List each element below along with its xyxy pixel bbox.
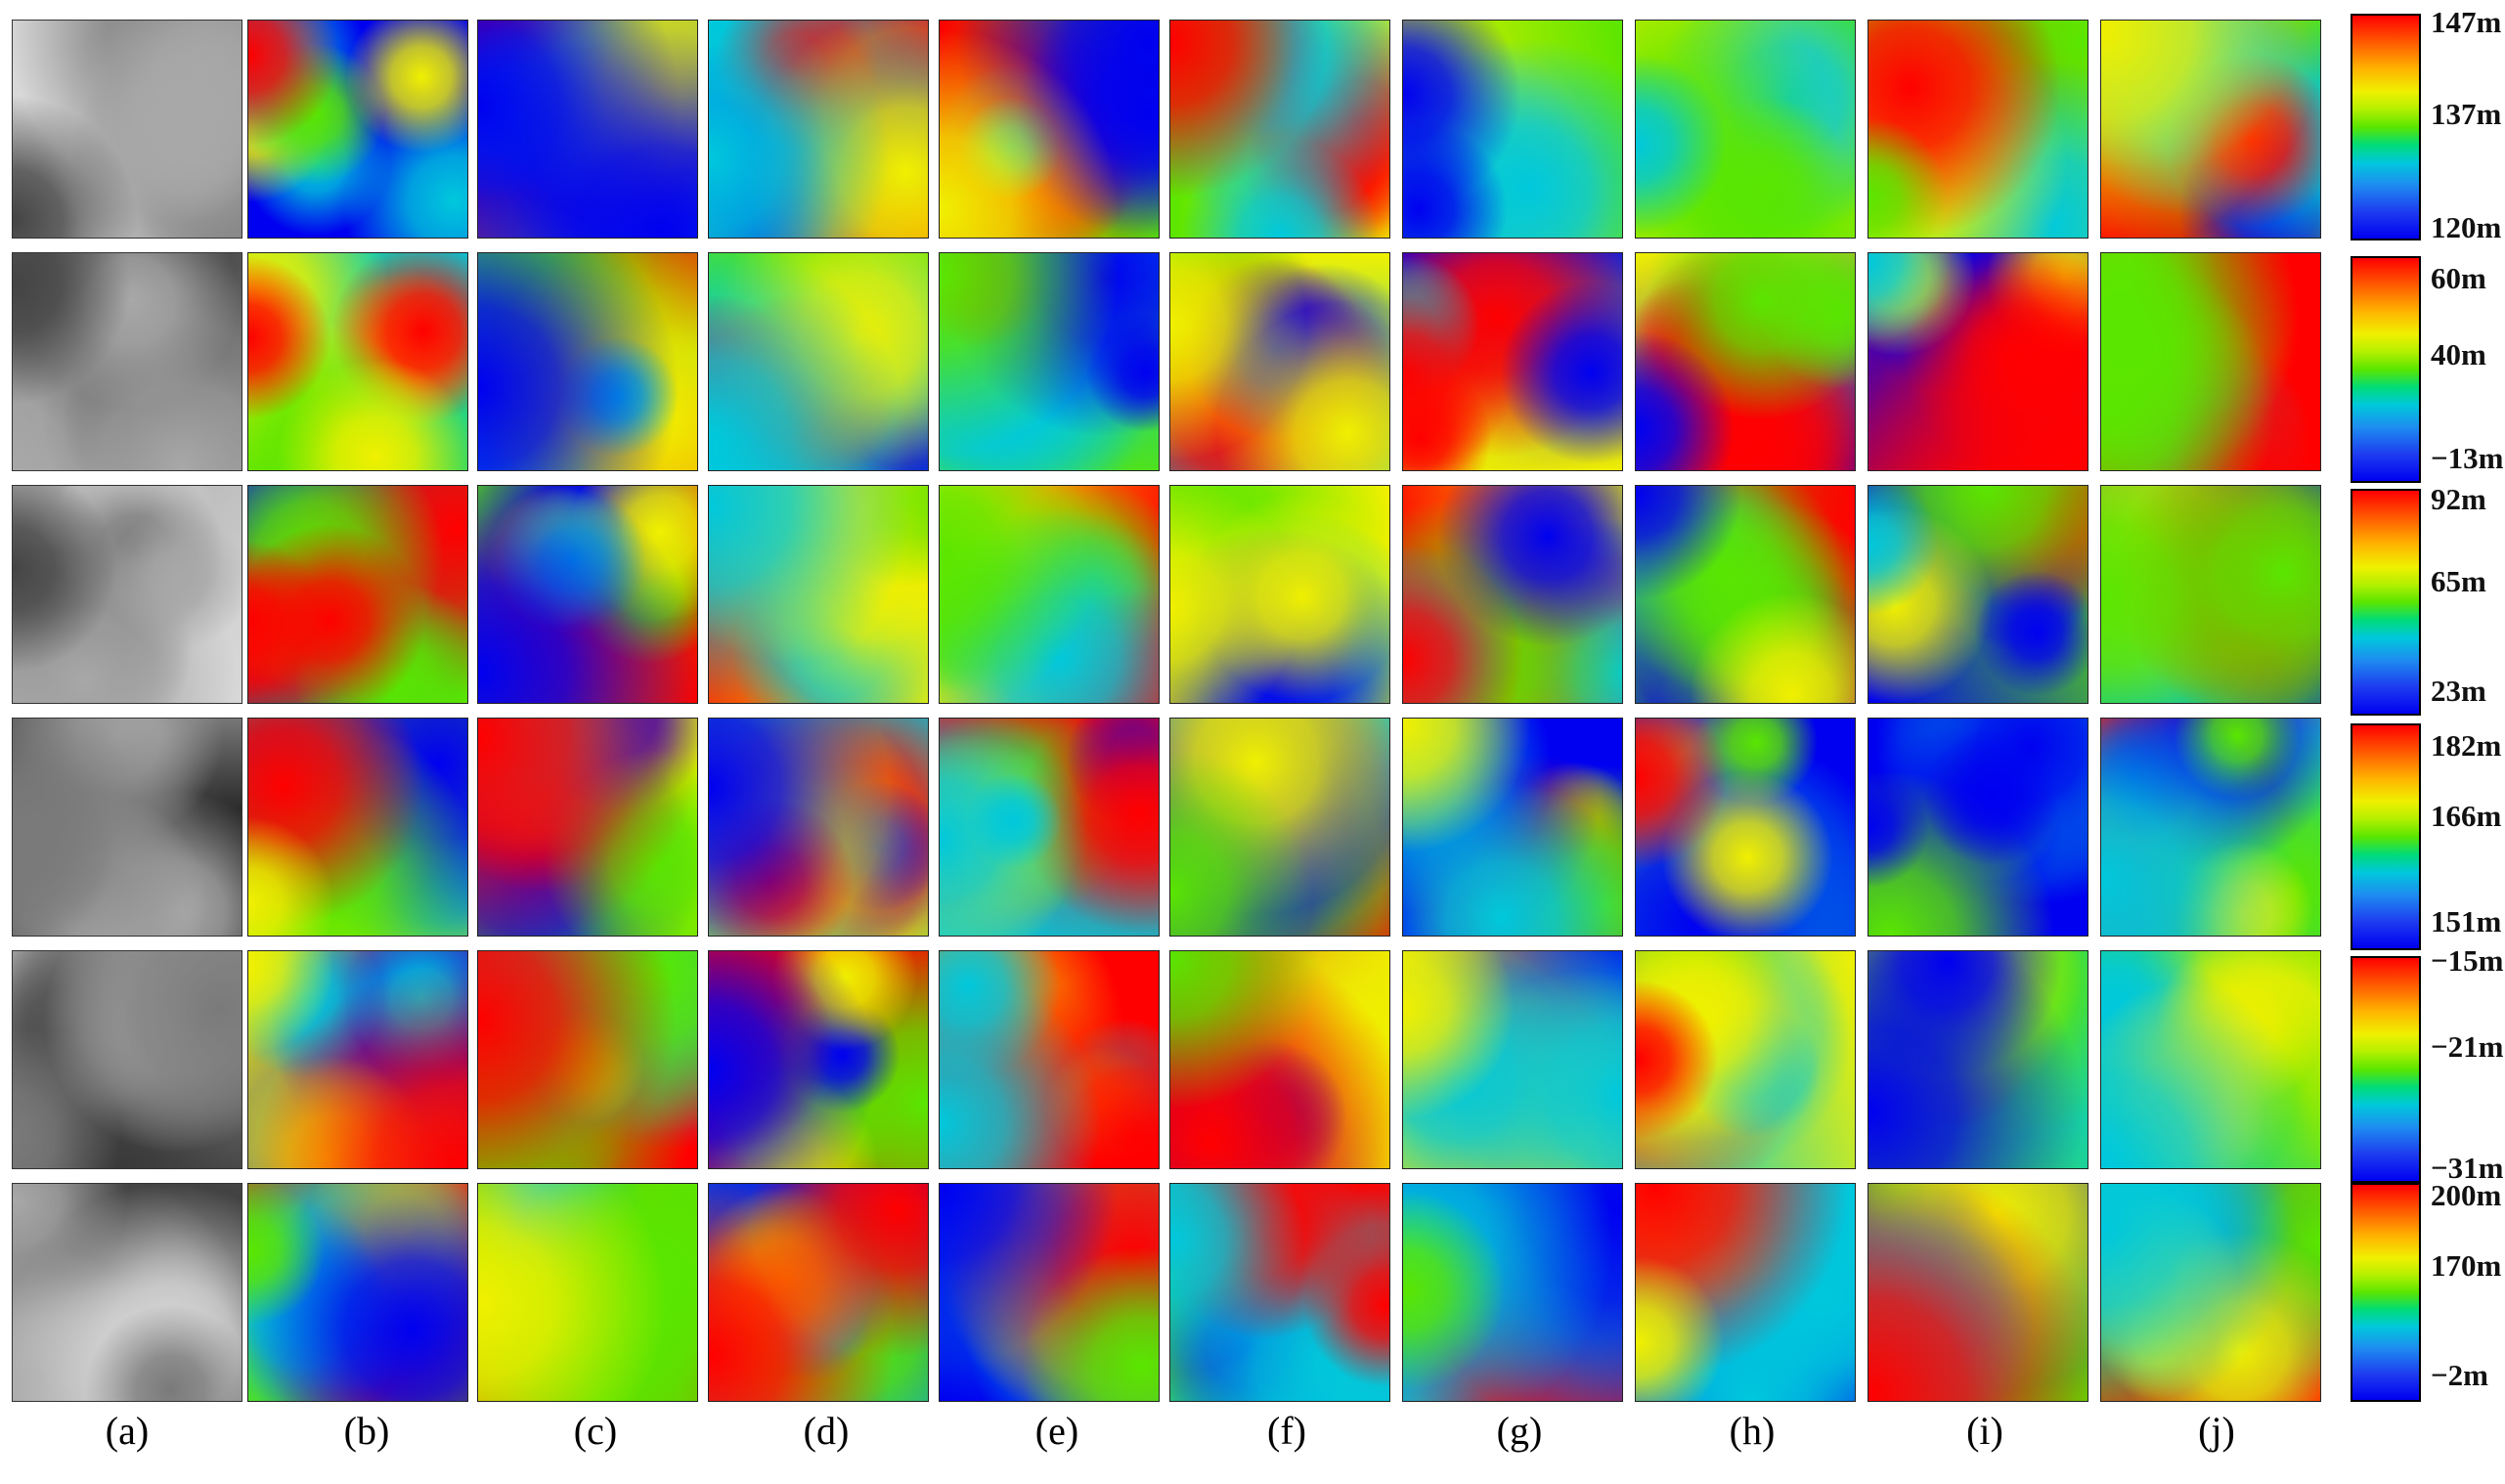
colorbar-row-6-max: 200m	[2431, 1178, 2502, 1212]
tile-row1-col-f	[1169, 20, 1390, 239]
tile-row6-col-b	[247, 1183, 468, 1402]
column-label-g: (g)	[1496, 1409, 1543, 1453]
tile-row3-col-b	[247, 485, 468, 704]
tile-row5-col-b	[247, 950, 468, 1169]
column-label-e: (e)	[1034, 1409, 1079, 1453]
tile-row4-col-c	[477, 718, 698, 937]
tile-row1-col-c	[477, 20, 698, 239]
tile-row4-col-h	[1635, 718, 1856, 937]
colorbar-row-4	[2351, 723, 2421, 950]
column-label-b: (b)	[343, 1409, 390, 1453]
colorbar-row-2-max: 60m	[2431, 261, 2486, 295]
tile-row1-col-d	[708, 20, 929, 239]
tile-row3-col-f	[1169, 485, 1390, 704]
tile-row6-col-d	[708, 1183, 929, 1402]
column-label-a: (a)	[105, 1409, 150, 1453]
tile-row6-col-g	[1402, 1183, 1623, 1402]
tile-row3-col-j	[2100, 485, 2321, 704]
tile-row2-col-f	[1169, 252, 1390, 471]
tile-row6-col-i	[1868, 1183, 2088, 1402]
tile-row4-col-g	[1402, 718, 1623, 937]
tile-row4-col-d	[708, 718, 929, 937]
tile-row1-col-j	[2100, 20, 2321, 239]
tile-row6-col-e	[939, 1183, 1160, 1402]
tile-row4-col-f	[1169, 718, 1390, 937]
tile-row2-col-a	[12, 252, 242, 471]
tile-row3-col-a	[12, 485, 242, 704]
tile-row3-col-d	[708, 485, 929, 704]
colorbar-row-3-min: 23m	[2431, 674, 2486, 708]
tile-row2-col-c	[477, 252, 698, 471]
colorbar-row-5-max: −15m	[2431, 943, 2504, 978]
tile-row2-col-h	[1635, 252, 1856, 471]
tile-row5-col-j	[2100, 950, 2321, 1169]
tile-row1-col-h	[1635, 20, 1856, 239]
tile-row2-col-i	[1868, 252, 2088, 471]
colorbar-row-1-mid: 137m	[2431, 97, 2502, 131]
tile-row1-col-g	[1402, 20, 1623, 239]
colorbar-row-4-max: 182m	[2431, 728, 2502, 763]
tile-row3-col-h	[1635, 485, 1856, 704]
tile-row5-col-f	[1169, 950, 1390, 1169]
tile-row2-col-d	[708, 252, 929, 471]
colorbar-row-1-min: 120m	[2431, 210, 2502, 244]
tile-row4-col-j	[2100, 718, 2321, 937]
tile-row1-col-b	[247, 20, 468, 239]
tile-row2-col-g	[1402, 252, 1623, 471]
tile-row6-col-f	[1169, 1183, 1390, 1402]
tile-row3-col-e	[939, 485, 1160, 704]
column-label-j: (j)	[2198, 1409, 2235, 1453]
colorbar-row-2	[2351, 256, 2421, 483]
colorbar-row-6	[2351, 1183, 2421, 1402]
colorbar-row-1	[2351, 14, 2421, 240]
tile-row2-col-e	[939, 252, 1160, 471]
tile-row4-col-b	[247, 718, 468, 937]
colorbar-row-3-max: 92m	[2431, 482, 2486, 516]
column-label-h: (h)	[1729, 1409, 1776, 1453]
tile-row6-col-h	[1635, 1183, 1856, 1402]
tile-row5-col-c	[477, 950, 698, 1169]
tile-row1-col-a	[12, 20, 242, 239]
colorbar-row-2-min: −13m	[2431, 441, 2504, 475]
tile-row6-col-j	[2100, 1183, 2321, 1402]
tile-row3-col-i	[1868, 485, 2088, 704]
tile-row1-col-e	[939, 20, 1160, 239]
column-label-c: (c)	[573, 1409, 618, 1453]
column-label-i: (i)	[1966, 1409, 2003, 1453]
colorbar-row-5-mid: −21m	[2431, 1029, 2504, 1064]
column-label-f: (f)	[1267, 1409, 1306, 1453]
tile-row5-col-a	[12, 950, 242, 1169]
tile-row6-col-a	[12, 1183, 242, 1402]
colorbar-row-6-mid: 170m	[2431, 1248, 2502, 1283]
column-label-d: (d)	[803, 1409, 850, 1453]
colorbar-row-3-mid: 65m	[2431, 564, 2486, 598]
tile-row3-col-c	[477, 485, 698, 704]
colorbar-row-5-min: −31m	[2431, 1151, 2504, 1185]
colorbar-row-6-min: −2m	[2431, 1358, 2488, 1392]
tile-row4-col-a	[12, 718, 242, 937]
tile-row5-col-i	[1868, 950, 2088, 1169]
tile-row5-col-h	[1635, 950, 1856, 1169]
tile-row5-col-d	[708, 950, 929, 1169]
tile-row4-col-i	[1868, 718, 2088, 937]
tile-row1-col-i	[1868, 20, 2088, 239]
colorbar-row-2-mid: 40m	[2431, 337, 2486, 371]
colorbar-row-4-mid: 166m	[2431, 799, 2502, 833]
colorbar-row-1-max: 147m	[2431, 5, 2502, 39]
tile-row3-col-g	[1402, 485, 1623, 704]
tile-row5-col-e	[939, 950, 1160, 1169]
colorbar-row-3	[2351, 489, 2421, 716]
tile-row2-col-j	[2100, 252, 2321, 471]
tile-row2-col-b	[247, 252, 468, 471]
tile-row4-col-e	[939, 718, 1160, 937]
colorbar-row-5	[2351, 956, 2421, 1183]
colorbar-row-4-min: 151m	[2431, 904, 2502, 938]
tile-row6-col-c	[477, 1183, 698, 1402]
tile-row5-col-g	[1402, 950, 1623, 1169]
